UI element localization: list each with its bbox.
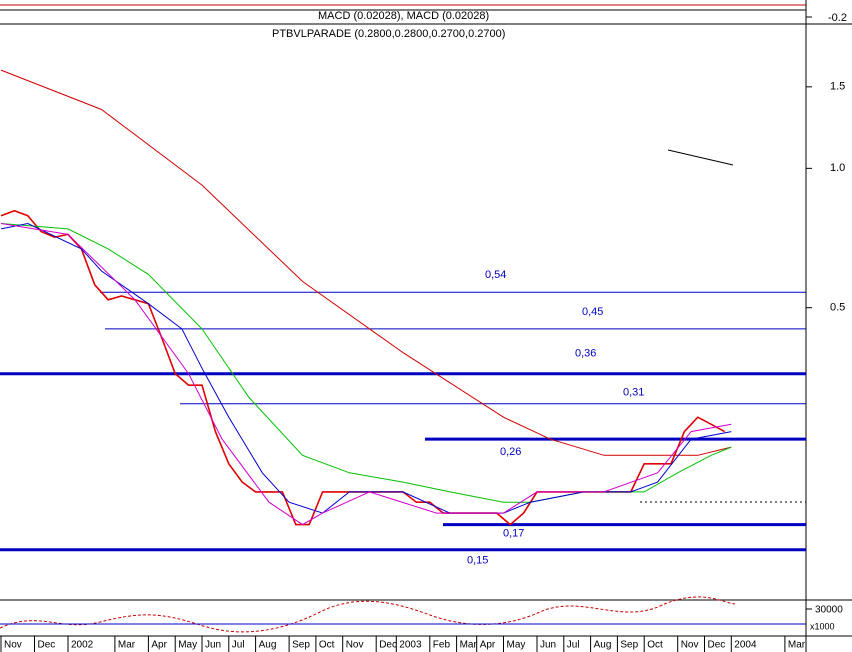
price-line (0, 223, 732, 526)
chart-title: PTBVLPARADE (0.2800,0.2800,0.2700,0.2700… (272, 28, 505, 40)
y-tick-label: 30000 (815, 605, 843, 616)
x-tick-label: Dec (708, 640, 726, 651)
x-tick-label: Feb (433, 640, 451, 651)
x-tick-label: Nov (681, 640, 699, 651)
x-tick-label: Dec (38, 640, 56, 651)
x-tick-label: Jun (540, 640, 556, 651)
level-label: 0,26 (500, 446, 521, 458)
x-tick-label: Aug (259, 640, 277, 651)
x-tick-label: 2002 (71, 640, 94, 651)
price-line (0, 69, 732, 456)
x-tick-label: Dec (379, 640, 397, 651)
level-label: 0,31 (623, 387, 644, 399)
x-tick-label: Sep (620, 640, 638, 651)
x-tick-label: Nov (4, 640, 22, 651)
x-tick-label: Jun (205, 640, 221, 651)
x-tick-label: Oct (647, 640, 663, 651)
x-tick-label: Oct (319, 640, 335, 651)
level-label: 0,54 (485, 269, 506, 281)
macd-label: MACD (0.02028), MACD (0.02028) (318, 10, 489, 22)
volume-unit: x1000 (810, 621, 835, 631)
x-tick-label: Jul (232, 640, 245, 651)
x-tick-label: Sep (292, 640, 310, 651)
y-tick-label: 1.5 (830, 81, 845, 93)
y-tick-label: -0.2 (828, 12, 847, 24)
x-tick-label: Mar (788, 640, 806, 651)
x-tick-label: 2004 (734, 640, 757, 651)
level-label: 0,17 (503, 527, 524, 539)
trend-line (667, 149, 734, 166)
x-tick-label: Jul (567, 640, 580, 651)
price-line (0, 223, 732, 503)
x-tick-label: Aug (594, 640, 612, 651)
x-tick-label: Nov (346, 640, 364, 651)
x-tick-label: Apr (480, 640, 496, 651)
oscillator (0, 596, 736, 633)
x-tick-label: Mar (460, 640, 478, 651)
x-tick-label: Apr (151, 640, 167, 651)
level-label: 0,15 (467, 555, 488, 567)
x-tick-label: May (507, 640, 526, 651)
y-tick-label: 1.0 (830, 162, 845, 174)
x-tick-label: 2003 (399, 640, 422, 651)
y-tick-label: 0.5 (830, 302, 845, 314)
level-label: 0,45 (582, 306, 603, 318)
x-tick-label: May (178, 640, 197, 651)
level-label: 0,36 (575, 348, 596, 360)
x-tick-label: Mar (118, 640, 136, 651)
